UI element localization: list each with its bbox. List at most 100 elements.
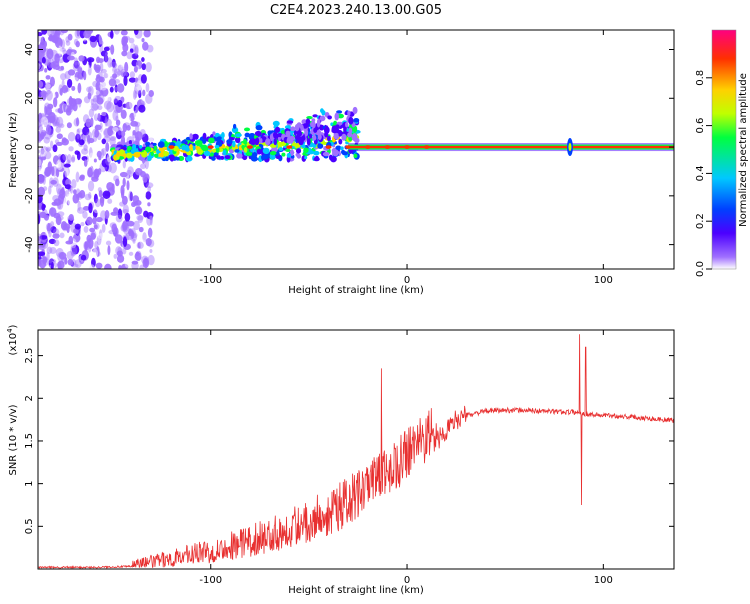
heatmap-noise-cell [95,216,103,223]
heatmap-noise-cell [74,259,82,269]
heatmap-noise-cell [63,163,71,168]
heatmap-noise-cell [87,242,92,253]
heatmap-noise-cell [129,191,133,202]
heatmap-noise-cell [66,78,73,89]
heatmap-noise-cell [86,64,90,70]
heatmap-noise-cell [122,123,128,133]
heatmap-noise-cell [104,210,110,220]
heatmap-band-cell [196,142,200,147]
heatmap-band-cell [341,133,347,141]
heatmap-noise-cell [87,167,93,177]
heatmap-noise-cell [59,87,63,96]
colorbar-label: Normalized spectral amplitude [738,73,749,227]
heatmap-noise-cell [65,87,70,92]
heatmap-noise-cell [58,66,65,72]
heatmap-noise-cell [55,53,63,58]
heatmap-noise-cell [143,30,151,38]
heatmap-band-cell [141,151,148,158]
colorbar-tick-label: 0.2 [695,213,706,229]
heatmap-noise-cell [38,214,41,225]
heatmap-band-cell [336,110,343,114]
heatmap-noise-cell [101,138,107,145]
heatmap-band-cell [347,132,353,138]
heatmap-noise-cell [121,263,129,269]
heatmap-noise-cell [125,55,131,61]
heatmap-noise-cell [113,175,120,182]
heatmap-noise-cell [126,125,131,131]
heatmap-noise-cell [84,241,88,253]
colorbar-tick-label: 0.4 [695,165,706,181]
heatmap-noise-cell [54,30,61,36]
heatmap-peak-cell [404,145,411,149]
heatmap-noise-cell [136,180,143,189]
heatmap-noise-cell [103,250,107,256]
heatmap-noise-cell [70,251,76,257]
heatmap-noise-cell [73,57,79,66]
heatmap-noise-cell [134,46,139,56]
heatmap-band-cell [341,149,346,155]
heatmap-noise-cell [92,94,100,104]
heatmap-noise-cell [76,207,85,214]
heatmap-noise-cell [89,35,97,43]
heatmap-noise-cell [41,240,49,249]
heatmap-noise-cell [45,89,53,101]
heatmap-noise-cell [96,150,102,158]
heatmap-noise-cell [55,126,61,133]
heatmap-band-cell [354,137,360,144]
colorbar-tick-label: 0.8 [695,70,706,86]
heatmap-noise-cell [130,160,137,166]
heatmap-noise-cell [38,186,45,197]
heatmap-noise-cell [132,238,136,244]
heatmap-noise-cell [45,231,52,236]
heatmap-noise-cell [142,89,146,97]
heatmap-noise-cell [138,89,142,99]
heatmap-noise-cell [67,69,76,76]
heatmap-band-cell [229,149,234,153]
heatmap-band-cell [311,118,316,123]
heatmap-band-cell [313,150,320,156]
heatmap-noise-cell [145,82,150,93]
heatmap-noise-cell [45,146,52,152]
heatmap-noise-cell [112,66,117,75]
heatmap-band-cell [169,155,175,162]
snr-panel: -100 0 100 0.5 1 1.5 2 2.5 Height of straight … [6,324,675,596]
heatmap-noise-cell [45,222,53,232]
heatmap-noise-cell [127,166,134,177]
heatmap-noise-cell [62,49,67,55]
heatmap-band-cell [303,147,309,153]
heatmap-band-cell [278,147,284,152]
heatmap-noise-cell [111,58,116,68]
heatmap-noise-cell [81,148,89,155]
heatmap-noise-cell [149,215,153,221]
heatmap-band-cell [306,138,311,146]
y-tick-label: -20 [24,188,35,204]
heatmap-noise-cell [122,195,128,206]
heatmap-band-cell [139,144,143,149]
heatmap-noise-cell [54,91,59,99]
heatmap-noise-cell [60,65,64,71]
heatmap-noise-cell [57,58,64,64]
heatmap-noise-cell [150,114,154,125]
heatmap-band-cell [201,144,208,151]
heatmap-noise-cell [45,90,51,95]
heatmap-noise-cell [129,97,134,109]
heatmap-noise-cell [134,79,139,88]
heatmap-noise-cell [122,204,129,215]
heatmap-noise-cell [40,131,45,140]
heatmap-band-cell [184,147,190,152]
heatmap-noise-cell [64,257,68,265]
heatmap-noise-cell [78,139,85,146]
heatmap-noise-cell [70,245,78,256]
heatmap-band-cell [189,133,193,140]
heatmap-noise-cell [107,96,112,103]
heatmap-noise-cell [144,258,148,267]
heatmap-noise-cell [79,174,85,180]
heatmap-noise-cell [54,139,60,145]
heatmap-noise-cell [40,149,47,160]
heatmap-band-cell [286,137,293,144]
heatmap-noise-cell [135,167,143,176]
heatmap-noise-cell [88,191,92,199]
heatmap-noise-cell [107,198,113,204]
heatmap-noise-cell [147,239,155,248]
heatmap-noise-cell [134,131,143,141]
